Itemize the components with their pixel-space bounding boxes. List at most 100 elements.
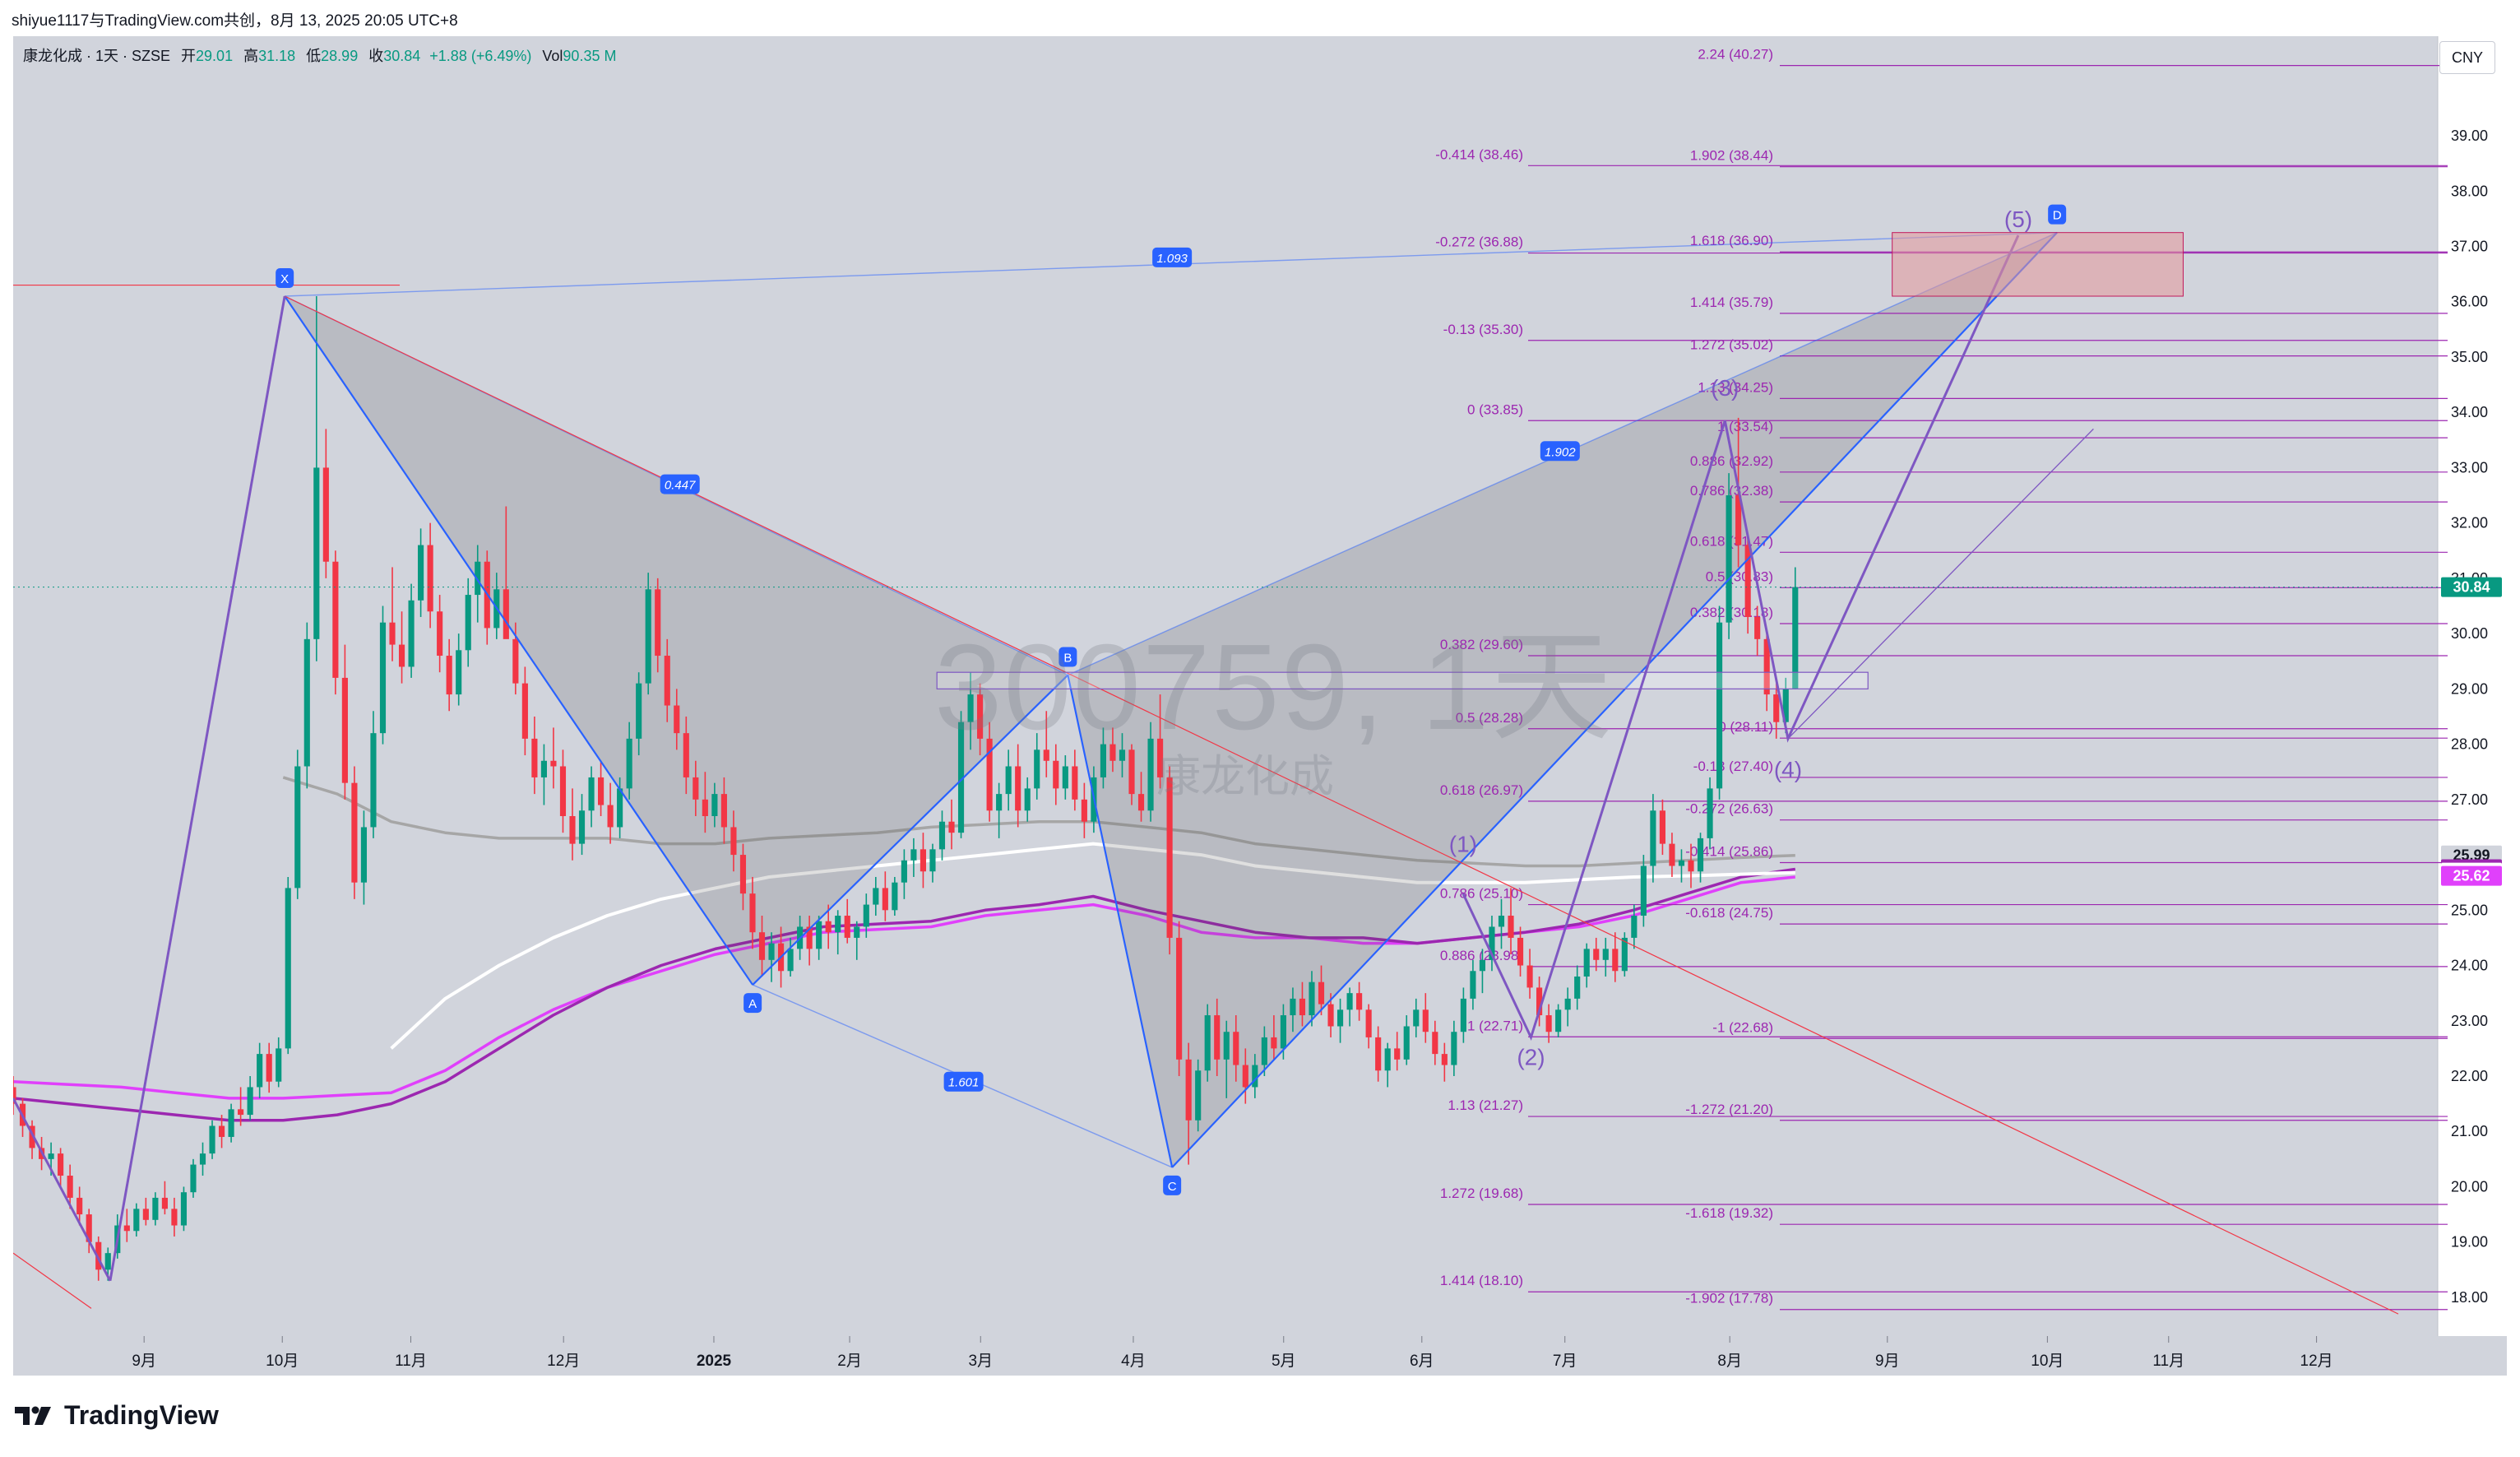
legend-low-value: 28.99: [321, 48, 359, 64]
candle-body: [854, 926, 860, 938]
candle-body: [370, 733, 377, 828]
moving-average-line: [13, 867, 1796, 1122]
legend-vol-label: Vol: [542, 48, 563, 64]
candle-body: [1204, 1015, 1211, 1071]
candle-body: [332, 561, 339, 678]
ratio-label: 1.902: [1545, 445, 1576, 459]
candle-body: [1034, 749, 1040, 789]
candle-body: [1185, 1059, 1192, 1121]
fib-level-label: 0.786 (25.10): [1440, 886, 1523, 902]
candle-body: [816, 921, 822, 949]
price-chart[interactable]: 39.00 38.00 37.00 36.00 35.00 34.00 33.00 32.00…: [13, 36, 2507, 1376]
candle-body: [957, 722, 965, 833]
candle-body: [1081, 799, 1087, 822]
candle-body: [607, 805, 614, 828]
fib-level-label: 0.5 (28.28): [1456, 710, 1523, 726]
candle-body: [1555, 1009, 1562, 1032]
candle-body: [655, 589, 661, 657]
currency-button[interactable]: CNY: [2439, 41, 2495, 74]
candle-body: [1460, 998, 1466, 1032]
legend-change: +1.88 (+6.49%): [429, 48, 532, 64]
price-tag: [2441, 577, 2502, 597]
candle-body: [142, 1209, 149, 1220]
candle-body: [1773, 694, 1780, 722]
x-tick-label: 10月: [2031, 1353, 2064, 1370]
candle-body: [540, 760, 547, 777]
y-tick-label: 23.00: [2451, 1013, 2488, 1029]
candle-body: [636, 683, 642, 739]
fib-level-label: 1 (33.54): [1717, 419, 1773, 434]
x-tick-label: 7月: [1553, 1353, 1577, 1370]
candle-body: [437, 611, 443, 657]
ratio-label: 1.601: [948, 1076, 980, 1090]
pattern-point-badge: [1058, 647, 1077, 667]
moving-average-line: [282, 776, 1795, 868]
candle-body: [1659, 810, 1665, 844]
candle-body: [938, 821, 946, 850]
wave-label: (1): [1449, 832, 1477, 857]
candle-body: [29, 1125, 35, 1148]
candle-body: [806, 926, 813, 949]
candle-body: [360, 827, 368, 883]
time-axis[interactable]: [13, 1336, 2507, 1376]
candle-body: [1593, 949, 1600, 960]
candle-body: [351, 782, 358, 883]
wave-label: (4): [1774, 757, 1802, 782]
legend-vol-value: 90.35 M: [563, 48, 617, 64]
y-tick-label: 28.00: [2451, 736, 2488, 753]
fib-level-label: -0.13 (35.30): [1443, 322, 1523, 337]
candle-body: [626, 738, 632, 789]
candle-body: [1422, 1009, 1429, 1032]
candle-body: [1223, 1032, 1230, 1060]
fib-level-label: 1.414 (18.10): [1440, 1273, 1523, 1288]
y-tick-label: 35.00: [2451, 349, 2488, 365]
candle-body: [1763, 638, 1770, 695]
candle-body: [276, 1048, 282, 1082]
candle-body: [1318, 981, 1325, 1005]
fib-level-label: -1.272 (21.20): [1685, 1102, 1773, 1117]
candle-body: [1526, 965, 1533, 988]
pattern-point-label: C: [1168, 1180, 1177, 1194]
candle-body: [844, 916, 850, 938]
candle-body: [247, 1087, 253, 1116]
candle-body: [1754, 616, 1761, 639]
trend-line: [284, 295, 2399, 1315]
chart-area[interactable]: 39.00 38.00 37.00 36.00 35.00 34.00 33.00 32.00…: [13, 36, 2507, 1376]
candle-body: [569, 816, 576, 844]
candle-body: [787, 949, 794, 972]
fib-level-label: 1.13 (34.25): [1698, 379, 1773, 395]
candle-body: [1290, 998, 1296, 1016]
candle-body: [398, 644, 405, 667]
candle-body: [996, 794, 1003, 811]
candle-body: [76, 1197, 83, 1215]
legend-close-value: 30.84: [383, 48, 421, 64]
footer: [0, 1376, 2520, 1457]
y-tick-label: 32.00: [2451, 515, 2488, 531]
candle-body: [1697, 838, 1704, 872]
snapshot-caption: shiyue1117与TradingView.com共创，8月 13, 2025…: [12, 12, 458, 30]
candle-body: [967, 694, 974, 722]
candle-body: [882, 888, 888, 911]
wave-label: (5): [2004, 206, 2032, 232]
fib-level-label: 0.886 (23.98): [1440, 948, 1523, 963]
fib-level-label: 0.618 (26.97): [1440, 782, 1523, 798]
y-tick-label: 21.00: [2451, 1123, 2488, 1139]
y-tick-label: 37.00: [2451, 238, 2488, 254]
moving-average-line: [390, 842, 1795, 1050]
candle-body: [645, 589, 651, 684]
fib-level-label: 1.902 (38.44): [1690, 148, 1773, 164]
x-tick-label: 4月: [1121, 1353, 1146, 1370]
price-scale[interactable]: [2438, 36, 2507, 1376]
candle-body: [427, 545, 433, 612]
candle-body: [711, 794, 718, 816]
candle-body: [531, 738, 538, 777]
tradingview-logo[interactable]: TradingView: [15, 1400, 219, 1431]
pattern-point-label: X: [280, 272, 289, 286]
legend-open-label: 开: [181, 48, 197, 64]
harmonic-leg-line: [284, 295, 754, 986]
candle-body: [1214, 1015, 1221, 1060]
candle-body: [228, 1109, 234, 1137]
symbol-watermark: 300759, 1天: [934, 619, 1614, 755]
candle-body: [123, 1225, 130, 1232]
fib-level-label: -0.414 (25.86): [1685, 843, 1773, 859]
